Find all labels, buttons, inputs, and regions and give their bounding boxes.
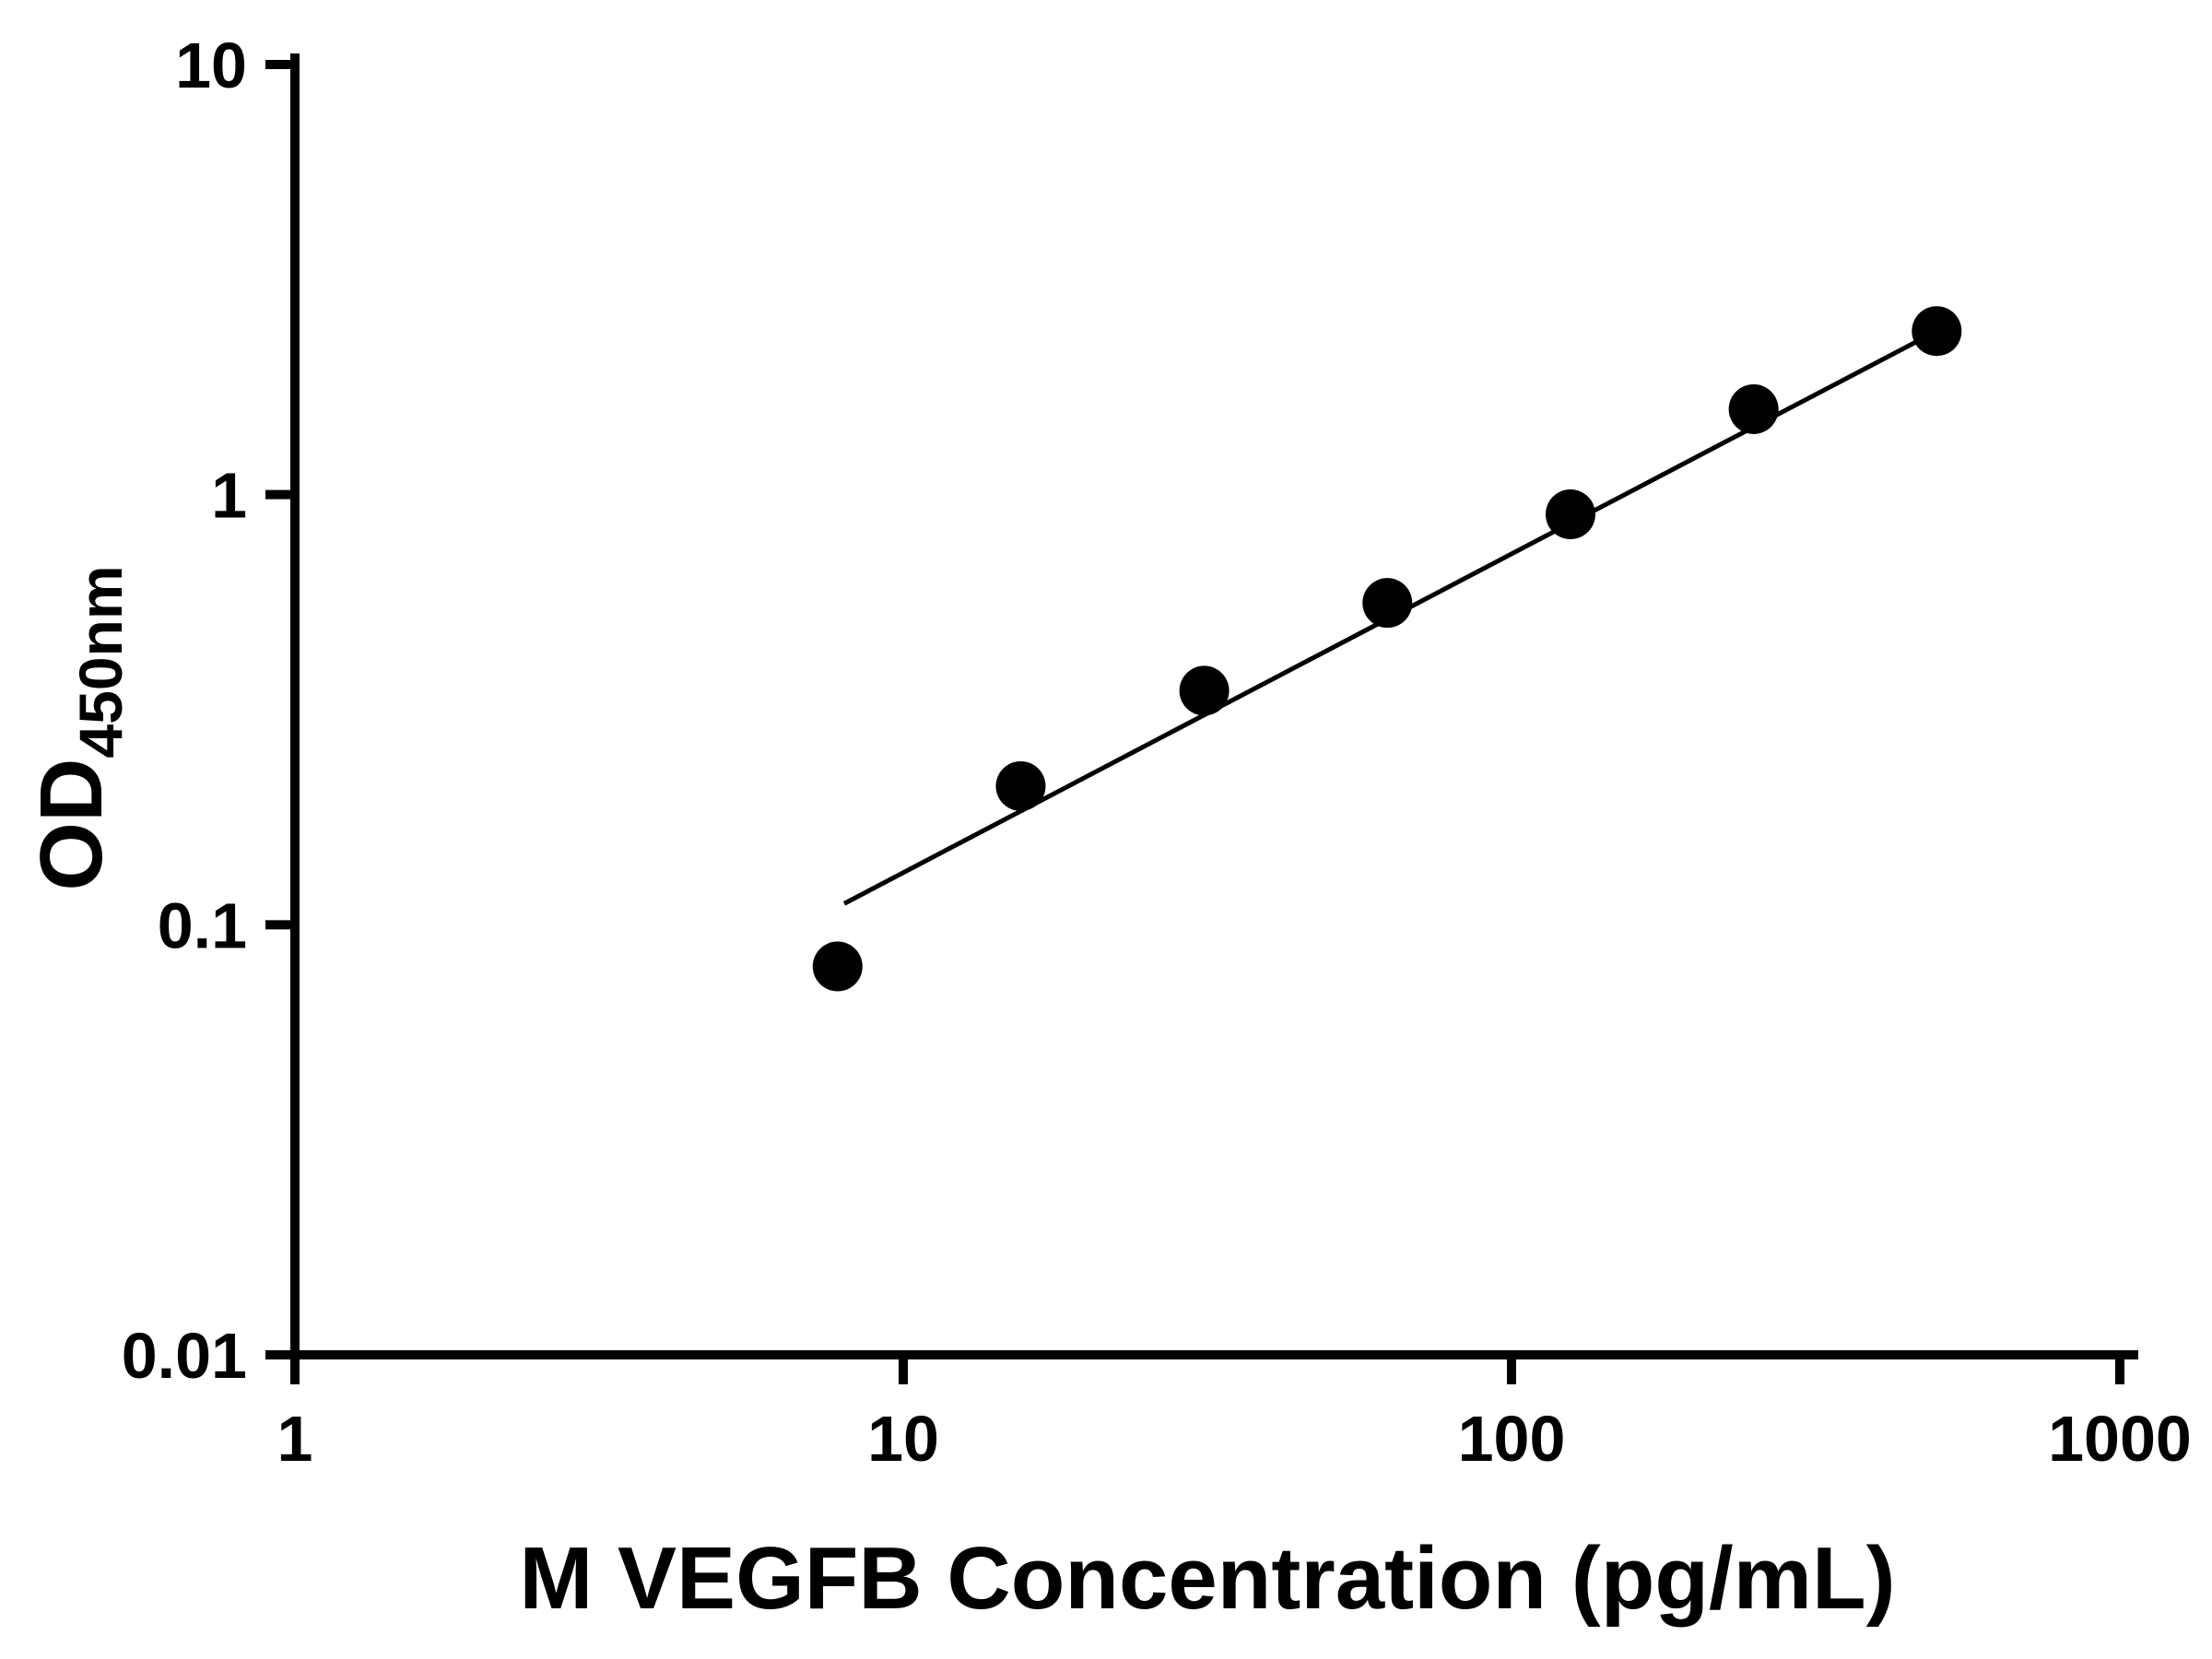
x-tick-label: 1 <box>277 1403 313 1475</box>
data-point <box>1728 383 1779 434</box>
data-point <box>1179 665 1230 716</box>
y-tick-label: 1 <box>211 460 247 532</box>
y-tick-label: 0.01 <box>122 1320 247 1392</box>
data-point <box>1545 489 1595 540</box>
x-tick-label: 1000 <box>2048 1403 2192 1475</box>
data-point <box>812 941 863 992</box>
y-tick-label: 0.1 <box>158 889 247 961</box>
x-axis-title: M VEGFB Concentration (pg/mL) <box>519 1529 1895 1628</box>
x-tick-label: 10 <box>867 1403 939 1475</box>
data-point <box>1912 306 1962 357</box>
data-point <box>1362 578 1413 629</box>
plot-generated: 1 10 100 1000 0.01 0.1 1 10 <box>122 29 2192 1475</box>
y-axis-title-subscript: 450nm <box>66 565 135 758</box>
y-axis-title-main: OD <box>22 759 121 891</box>
data-point <box>995 760 1046 811</box>
y-tick-label: 10 <box>175 29 247 101</box>
y-axis-title: OD450nm <box>22 565 135 890</box>
x-tick-label: 100 <box>1458 1403 1566 1475</box>
